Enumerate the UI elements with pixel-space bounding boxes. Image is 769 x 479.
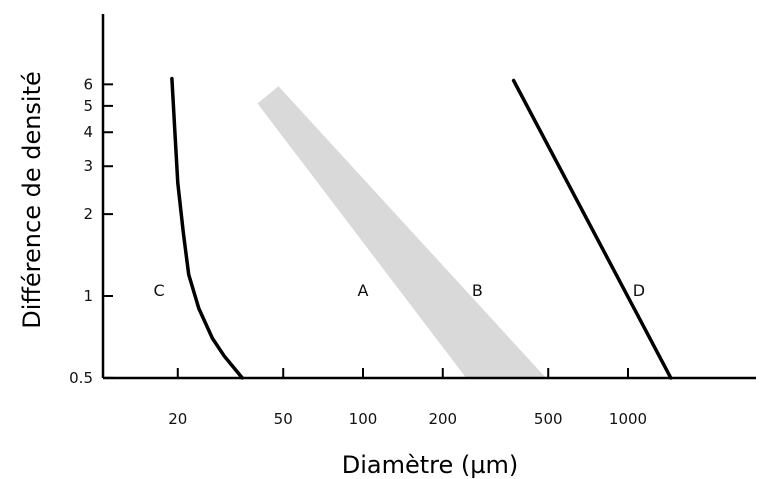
region-label-a: A: [358, 281, 369, 300]
region-label-b: B: [472, 281, 483, 300]
band-region: [257, 86, 546, 378]
x-tick-label-100: 100: [349, 410, 378, 428]
x-tick-label-50: 50: [274, 410, 293, 428]
y-tick-label-2: 2: [83, 205, 93, 223]
y-tick-label-4: 4: [83, 123, 93, 141]
series-line-c: [170, 76, 244, 380]
y-axis-title: Différence de densité: [18, 71, 46, 329]
series-line-d: [511, 78, 673, 380]
region-label-d: D: [633, 281, 645, 300]
x-axis-title: Diamètre (µm): [342, 451, 519, 479]
x-tick-label-500: 500: [534, 410, 563, 428]
x-tick-label-1000: 1000: [609, 410, 647, 428]
y-tick-label-3: 3: [83, 157, 93, 175]
y-tick-label-0.5: 0.5: [69, 369, 93, 387]
y-tick-label-1: 1: [83, 287, 93, 305]
region-label-c: C: [153, 281, 164, 300]
x-tick-label-200: 200: [428, 410, 457, 428]
y-tick-label-5: 5: [83, 97, 93, 115]
y-tick-label-6: 6: [83, 75, 93, 93]
x-tick-label-20: 20: [168, 410, 187, 428]
